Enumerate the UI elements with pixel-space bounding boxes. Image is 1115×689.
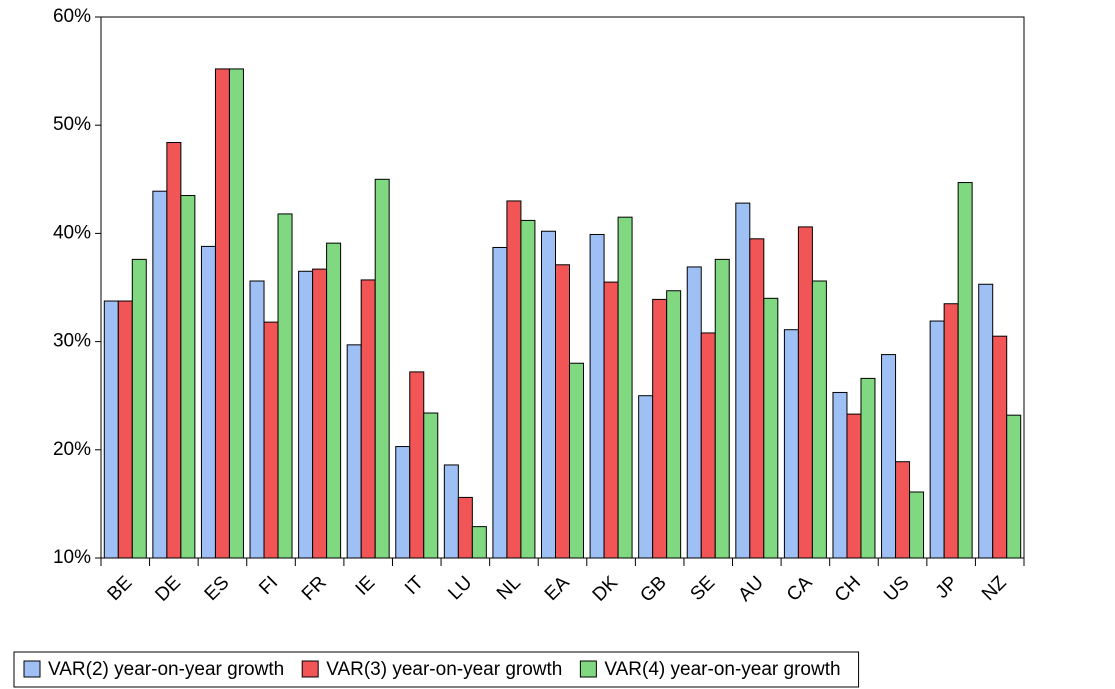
bar [180,195,196,559]
bar [326,242,342,559]
bar [117,300,133,559]
y-tick-label: 40% [53,222,91,243]
bar [943,303,959,559]
bar [457,496,473,559]
y-tick-label: 50% [53,114,91,135]
legend-box [13,651,860,688]
bar [520,219,536,559]
bar [152,190,168,559]
bar [603,281,619,559]
x-tick-label: DK [589,572,623,606]
bar [166,142,182,559]
bar [638,395,654,559]
bar [700,332,716,559]
bar [686,266,702,559]
bar [832,391,848,559]
legend-swatch [23,660,41,678]
bar [409,371,425,559]
legend-swatch [301,660,319,678]
bar [312,268,328,559]
x-tick-label: BE [104,572,137,605]
bar [492,246,508,559]
bar [569,362,584,559]
bar [992,335,1008,559]
bar [423,412,439,559]
x-tick-label: EA [541,572,574,605]
x-tick-label: NL [493,572,525,604]
bar [735,202,751,559]
bar [228,68,244,559]
x-tick-label: SE [687,572,720,605]
bar [666,290,682,559]
bar [652,298,668,559]
bar [374,178,390,559]
y-tick-label: 30% [53,331,91,352]
bar [214,68,230,559]
bar [471,526,487,559]
legend-label: VAR(3) year-on-year growth [326,659,562,680]
bar [443,464,459,559]
legend-label: VAR(2) year-on-year growth [48,659,284,680]
bar [541,230,556,559]
legend-swatch [579,660,597,678]
bar [978,283,994,559]
bar [360,279,376,559]
x-tick-label: AU [734,572,768,606]
bar [846,413,862,559]
bar [763,297,779,559]
bar [589,233,605,559]
x-tick-label: FI [255,572,282,599]
bar [811,280,827,559]
x-tick-label: NZ [978,572,1011,605]
bar [797,226,813,559]
x-tick-label: IE [352,572,380,600]
bar [506,200,522,559]
x-tick-label: FR [298,572,331,605]
bar [200,245,216,559]
legend: VAR(2) year-on-year growth VAR(3) year-on… [13,651,860,688]
bar [249,280,265,559]
bar [617,216,633,559]
bar [1006,414,1022,559]
x-tick-label: ES [201,572,234,605]
bar [103,300,119,559]
bar [860,377,876,559]
x-tick-label: LU [444,572,476,604]
bar [881,354,897,559]
bar [263,321,279,559]
bar [895,461,911,559]
y-tick-label: 20% [53,439,91,460]
bar [749,238,765,559]
bar [555,264,570,559]
x-tick-label: IT [401,572,428,599]
bar [277,213,293,559]
x-tick-label: CH [831,572,865,606]
bar [346,344,362,559]
bar [783,329,799,559]
y-tick-label: 60% [53,6,91,27]
bar [131,258,147,559]
y-tick-label: 10% [53,547,91,568]
bar [957,182,973,559]
bar [909,491,925,559]
bar [929,320,945,559]
legend-label: VAR(4) year-on-year growth [604,659,840,680]
x-tick-label: GB [636,572,670,606]
bar [395,446,411,559]
bar [298,270,314,559]
x-tick-label: US [880,572,914,606]
x-tick-label: CA [783,572,817,606]
bar [714,258,730,559]
x-tick-label: JP [932,572,963,603]
x-tick-label: DE [151,572,185,606]
